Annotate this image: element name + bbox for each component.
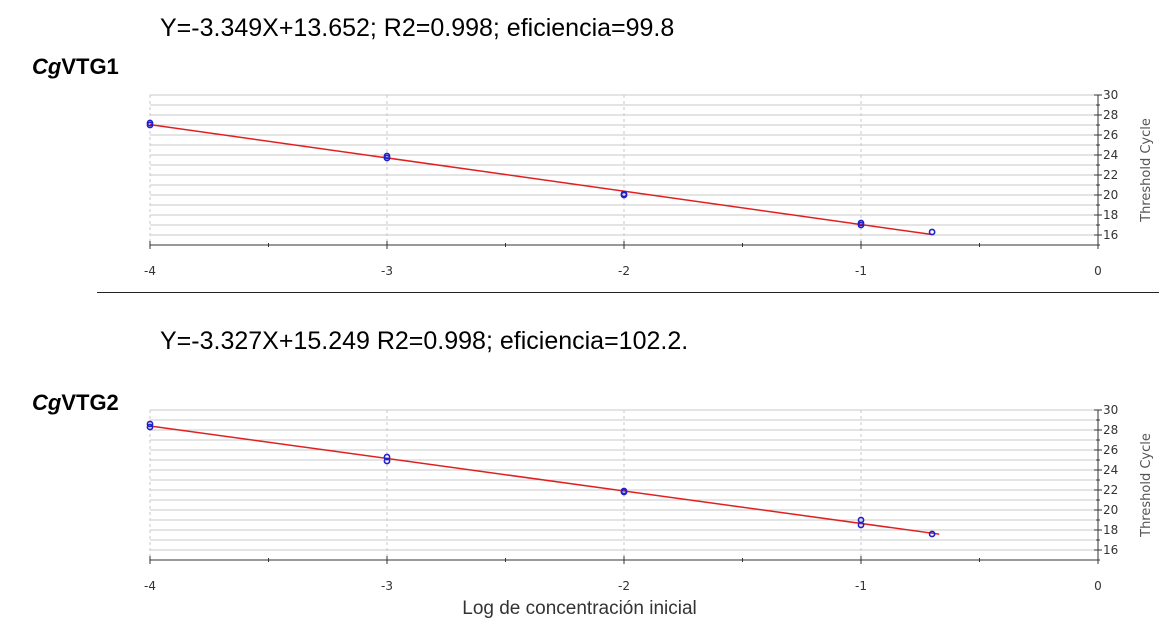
y-tick-label: 26 <box>1103 128 1118 142</box>
data-point <box>928 530 936 538</box>
y-tick-label: 22 <box>1103 168 1118 182</box>
y-tick-label: 28 <box>1103 108 1118 122</box>
y-tick-label: 20 <box>1103 188 1118 202</box>
y-tick-label: 16 <box>1103 543 1118 557</box>
x-tick-label: -3 <box>381 264 393 278</box>
x-tick-label: 0 <box>1094 579 1102 593</box>
y-tick-label: 20 <box>1103 503 1118 517</box>
chart-vtg2: -4 -3 -2 -1 0 16 18 20 22 24 26 28 30 Threshold Cycle <box>144 403 1154 593</box>
x-tick-label: -1 <box>855 579 867 593</box>
x-tick-label: -2 <box>618 579 630 593</box>
gene-label-vtg2: CgVTG2 <box>32 390 119 416</box>
y-tick-label: 24 <box>1103 463 1118 477</box>
divider-line <box>97 292 1159 293</box>
y-tick-label: 28 <box>1103 423 1118 437</box>
data-point <box>146 423 154 431</box>
y-tick-label: 24 <box>1103 148 1118 162</box>
y-tick-label: 18 <box>1103 523 1118 537</box>
gene-label-prefix: Cg <box>32 54 62 79</box>
data-point <box>620 488 628 496</box>
data-point <box>857 221 865 229</box>
data-point <box>146 121 154 129</box>
x-tick-label: -1 <box>855 264 867 278</box>
data-point <box>146 420 154 428</box>
equation-chart-2: Y=-3.327X+15.249 R2=0.998; eficiencia=10… <box>160 327 689 355</box>
gene-label-suffix: VTG2 <box>61 390 119 415</box>
y-tick-label: 16 <box>1103 228 1118 242</box>
x-tick-label: -4 <box>144 579 156 593</box>
data-point <box>383 154 391 162</box>
y-tick-label: 18 <box>1103 208 1118 222</box>
chart-vtg1: -4 -3 -2 -1 0 16 18 20 22 24 26 28 30 Threshold Cycle <box>144 88 1154 278</box>
data-point <box>857 521 865 529</box>
data-point <box>928 228 936 236</box>
x-tick-label: -4 <box>144 264 156 278</box>
data-point <box>620 191 628 199</box>
equation-chart-1: Y=-3.349X+13.652; R2=0.998; eficiencia=9… <box>160 14 675 42</box>
gene-label-vtg1: CgVTG1 <box>32 54 119 80</box>
x-tick-label: -2 <box>618 264 630 278</box>
y-tick-label: 26 <box>1103 443 1118 457</box>
y-axis-label: Threshold Cycle <box>1139 118 1154 223</box>
x-axis-label: Log de concentración inicial <box>462 598 697 619</box>
y-tick-label: 30 <box>1103 403 1118 417</box>
y-axis-label: Threshold Cycle <box>1139 433 1154 538</box>
y-tick-label: 30 <box>1103 88 1118 102</box>
data-point <box>383 457 391 465</box>
fit-line <box>149 425 940 535</box>
x-tick-label: -3 <box>381 579 393 593</box>
gene-label-suffix: VTG1 <box>61 54 119 79</box>
y-tick-label: 22 <box>1103 483 1118 497</box>
fit-line <box>149 123 933 236</box>
x-tick-label: 0 <box>1094 264 1102 278</box>
data-point <box>383 453 391 461</box>
gene-label-prefix: Cg <box>32 390 62 415</box>
